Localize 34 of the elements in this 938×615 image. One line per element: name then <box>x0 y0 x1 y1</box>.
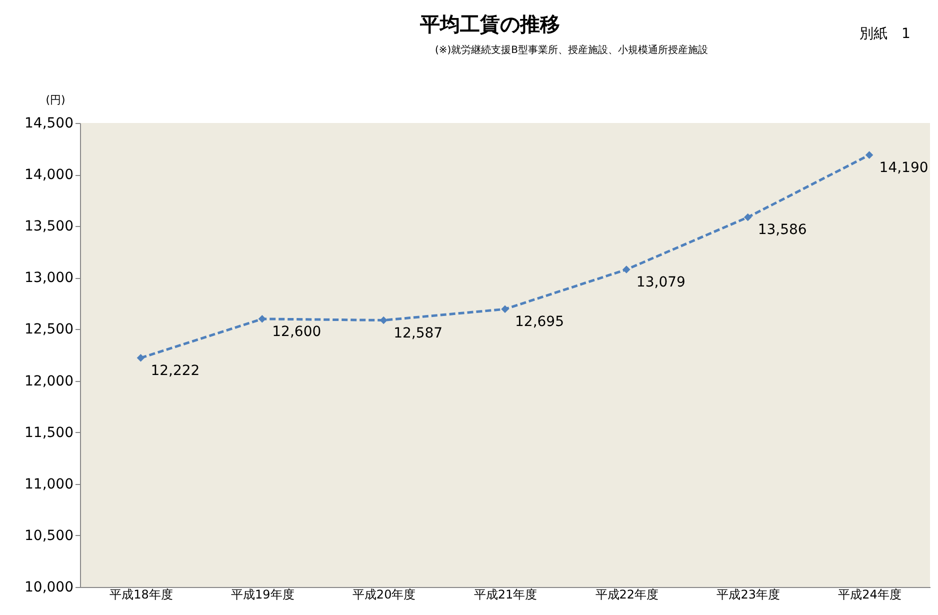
point <box>865 151 874 159</box>
y-tick-label: 12,500 <box>24 322 74 338</box>
chart-subtitle: (※)就労継続支援B型事業所、授産施設、小規模通所授産施設 <box>435 44 708 56</box>
y-tick-label: 11,500 <box>24 424 74 441</box>
y-tick-label: 10,500 <box>24 528 74 544</box>
y-axis-title: (円) <box>46 94 66 106</box>
y-tick-label: 12,000 <box>24 373 74 390</box>
y-tick-label: 14,500 <box>24 116 74 132</box>
data-label: 13,079 <box>636 274 686 291</box>
x-tick-label: 平成18年度 <box>110 588 173 602</box>
y-tick-label: 14,000 <box>24 167 74 184</box>
data-label: 12,587 <box>394 325 443 342</box>
data-label: 14,190 <box>879 160 928 176</box>
data-label: 13,586 <box>758 222 807 238</box>
point <box>622 266 630 274</box>
x-tick-label: 平成19年度 <box>231 588 294 602</box>
chart-title: 平均工賃の推移 <box>419 12 560 36</box>
point <box>744 213 752 222</box>
x-tick-label: 平成24年度 <box>838 588 902 602</box>
x-tick-label: 平成23年度 <box>716 588 780 602</box>
y-tick-label: 13,000 <box>24 270 74 286</box>
point <box>380 316 388 324</box>
text: 別紙 1 <box>860 26 910 42</box>
x-tick-label: 平成21年度 <box>474 588 538 602</box>
point <box>501 305 509 313</box>
point <box>136 354 145 362</box>
y-tick-label: 13,500 <box>24 218 74 235</box>
data-label: 12,695 <box>515 314 564 330</box>
data-label: 12,600 <box>272 324 322 340</box>
x-tick-label: 平成20年度 <box>352 588 416 602</box>
y-tick-label: 10,000 <box>24 580 74 596</box>
y-tick-label: 11,000 <box>24 476 74 492</box>
data-label: 12,222 <box>150 362 200 379</box>
x-tick-label: 平成22年度 <box>595 588 659 602</box>
